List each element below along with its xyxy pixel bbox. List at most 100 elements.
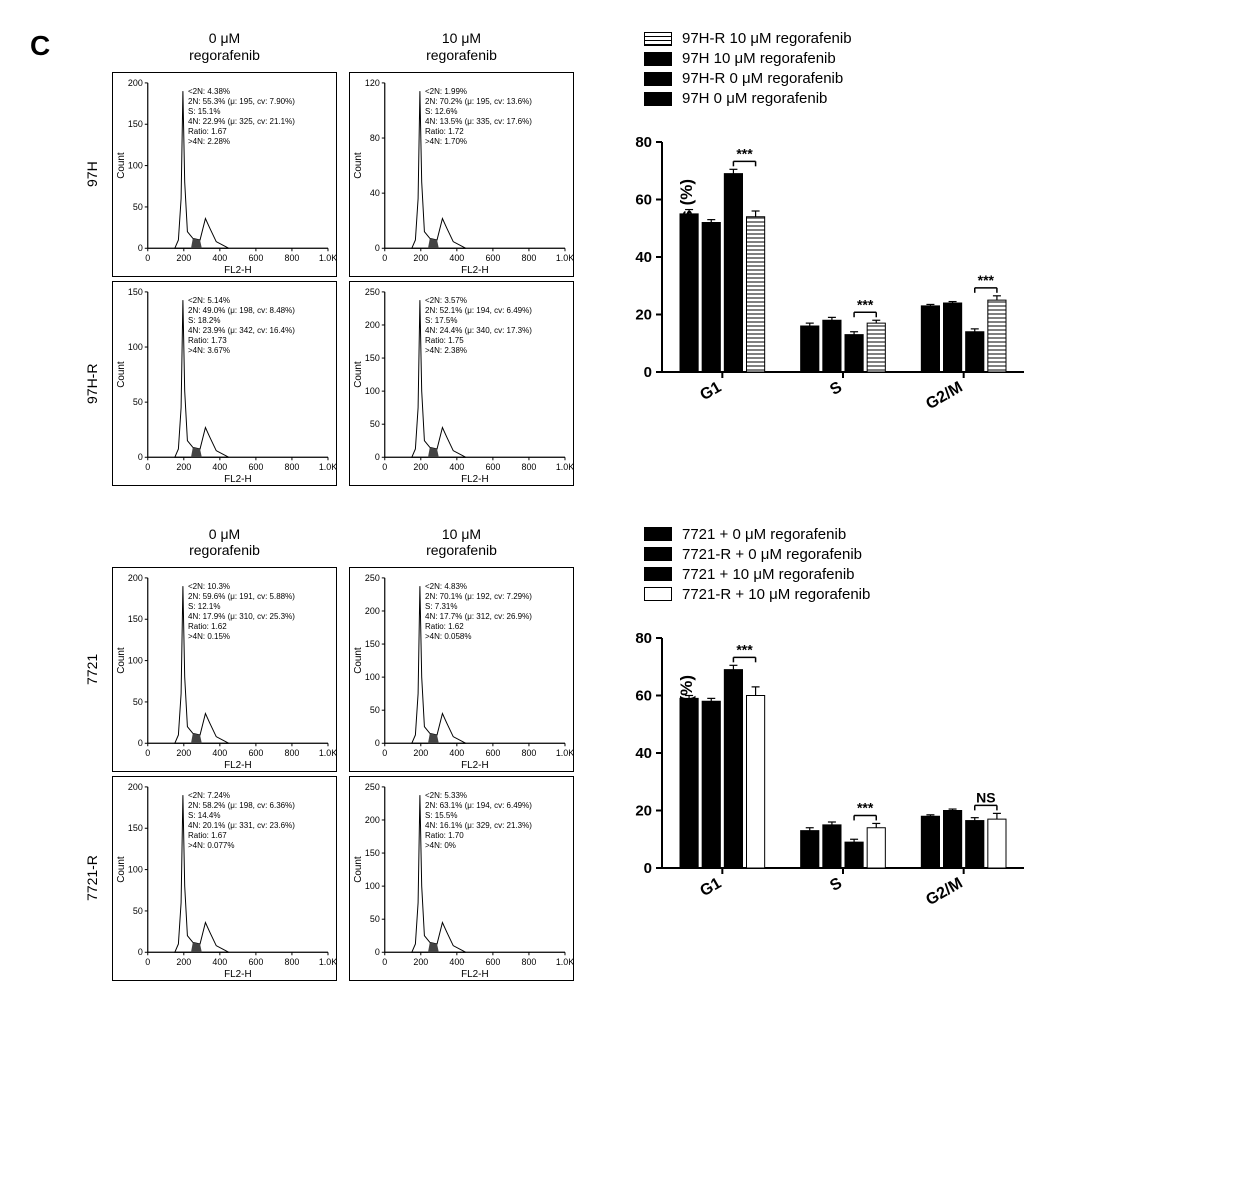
row-label-7721: 7721 <box>80 567 100 772</box>
legend-swatch <box>644 52 672 66</box>
col-header-10um-b: 10 μM regorafenib <box>349 526 574 564</box>
svg-text:40: 40 <box>635 249 652 266</box>
svg-text:0: 0 <box>138 947 143 957</box>
svg-text:Count: Count <box>353 361 364 388</box>
svg-text:200: 200 <box>128 573 143 583</box>
svg-text:150: 150 <box>128 614 143 624</box>
svg-text:200: 200 <box>365 815 380 825</box>
bar-chart-top: Percentage of cells (%) 0 20 40 60 80 <box>604 117 1034 427</box>
legend-swatch <box>644 547 672 561</box>
svg-text:600: 600 <box>485 253 500 263</box>
svg-text:50: 50 <box>370 419 380 429</box>
svg-text:80: 80 <box>635 630 652 647</box>
legend-item: 97H 0 μM regorafenib <box>644 90 1044 107</box>
svg-text:800: 800 <box>521 253 536 263</box>
svg-text:800: 800 <box>521 748 536 758</box>
svg-text:G2/M: G2/M <box>923 379 965 413</box>
svg-text:200: 200 <box>176 253 191 263</box>
svg-text:250: 250 <box>365 573 380 583</box>
row-label-97h: 97H <box>80 72 100 277</box>
svg-text:800: 800 <box>284 957 299 967</box>
svg-text:100: 100 <box>128 160 143 170</box>
svg-text:50: 50 <box>133 201 143 211</box>
legend-item: 7721 + 10 μM regorafenib <box>644 566 1044 583</box>
flow-plot-97h-10: 0408012002004006008001.0K Count FL2-H <2… <box>349 72 574 277</box>
svg-text:200: 200 <box>365 320 380 330</box>
svg-text:0: 0 <box>138 452 143 462</box>
svg-text:FL2-H: FL2-H <box>224 474 251 485</box>
svg-text:800: 800 <box>284 748 299 758</box>
legend-swatch <box>644 587 672 601</box>
svg-text:150: 150 <box>365 639 380 649</box>
svg-text:1.0K: 1.0K <box>556 253 573 263</box>
svg-text:G1: G1 <box>697 874 724 899</box>
legend-item: 97H-R 0 μM regorafenib <box>644 70 1044 87</box>
svg-text:0: 0 <box>382 462 387 472</box>
svg-text:G2/M: G2/M <box>923 874 965 908</box>
legend-swatch <box>644 32 672 46</box>
svg-text:40: 40 <box>635 745 652 762</box>
svg-text:Count: Count <box>116 856 127 883</box>
svg-text:800: 800 <box>284 253 299 263</box>
flow-plot-97hr-10: 05010015020025002004006008001.0K Count F… <box>349 281 574 486</box>
row-label-97hr: 97H-R <box>80 281 100 486</box>
svg-text:150: 150 <box>365 353 380 363</box>
svg-text:***: *** <box>736 145 753 161</box>
row-label-7721r: 7721-R <box>80 776 100 981</box>
top-block: 0 μM regorafenib 10 μM regorafenib 97H 0… <box>20 30 1220 486</box>
legend-swatch <box>644 527 672 541</box>
svg-text:600: 600 <box>485 748 500 758</box>
legend-label: 97H-R 10 μM regorafenib <box>682 30 852 47</box>
svg-text:800: 800 <box>521 957 536 967</box>
svg-text:800: 800 <box>521 462 536 472</box>
legend-bottom: 7721 + 0 μM regorafenib 7721-R + 0 μM re… <box>644 526 1044 603</box>
svg-text:***: *** <box>978 272 995 288</box>
svg-text:200: 200 <box>365 606 380 616</box>
svg-text:400: 400 <box>449 253 464 263</box>
svg-text:600: 600 <box>248 462 263 472</box>
legend-top: 97H-R 10 μM regorafenib 97H 10 μM regora… <box>644 30 1044 107</box>
svg-text:50: 50 <box>370 914 380 924</box>
legend-label: 7721-R + 10 μM regorafenib <box>682 586 870 603</box>
svg-text:400: 400 <box>212 957 227 967</box>
svg-text:60: 60 <box>635 192 652 209</box>
svg-text:NS: NS <box>976 789 995 805</box>
flow-plot-97hr-0: 05010015002004006008001.0K Count FL2-H <… <box>112 281 337 486</box>
svg-text:100: 100 <box>365 386 380 396</box>
svg-text:200: 200 <box>413 957 428 967</box>
legend-item: 7721-R + 0 μM regorafenib <box>644 546 1044 563</box>
bottom-block: 0 μM regorafenib 10 μM regorafenib 7721 … <box>20 526 1220 982</box>
svg-text:120: 120 <box>365 77 380 87</box>
svg-text:400: 400 <box>449 462 464 472</box>
svg-text:0: 0 <box>138 738 143 748</box>
svg-text:100: 100 <box>365 672 380 682</box>
flow-grid-bottom: 0 μM regorafenib 10 μM regorafenib 7721 … <box>80 526 574 982</box>
flow-plot-7721-0: 05010015020002004006008001.0K Count FL2-… <box>112 567 337 772</box>
svg-text:Count: Count <box>353 856 364 883</box>
legend-swatch <box>644 72 672 86</box>
svg-text:Count: Count <box>116 647 127 674</box>
svg-text:***: *** <box>857 799 874 815</box>
svg-text:0: 0 <box>145 748 150 758</box>
svg-text:1.0K: 1.0K <box>319 748 336 758</box>
svg-text:S: S <box>827 874 845 894</box>
svg-text:600: 600 <box>248 748 263 758</box>
svg-text:0: 0 <box>375 738 380 748</box>
svg-text:40: 40 <box>370 188 380 198</box>
bar-chart-wrap-top: 97H-R 10 μM regorafenib 97H 10 μM regora… <box>604 30 1044 486</box>
legend-label: 7721-R + 0 μM regorafenib <box>682 546 862 563</box>
svg-text:400: 400 <box>212 253 227 263</box>
svg-text:80: 80 <box>370 133 380 143</box>
svg-text:100: 100 <box>365 881 380 891</box>
svg-text:FL2-H: FL2-H <box>224 969 251 980</box>
svg-text:0: 0 <box>138 243 143 253</box>
legend-label: 97H 0 μM regorafenib <box>682 90 827 107</box>
bar-chart-wrap-bottom: 7721 + 0 μM regorafenib 7721-R + 0 μM re… <box>604 526 1044 982</box>
svg-text:200: 200 <box>413 748 428 758</box>
svg-text:1.0K: 1.0K <box>556 462 573 472</box>
legend-label: 7721 + 10 μM regorafenib <box>682 566 855 583</box>
svg-text:100: 100 <box>128 865 143 875</box>
flow-grid-top: 0 μM regorafenib 10 μM regorafenib 97H 0… <box>80 30 574 486</box>
svg-text:G1: G1 <box>697 379 724 404</box>
svg-text:20: 20 <box>635 802 652 819</box>
